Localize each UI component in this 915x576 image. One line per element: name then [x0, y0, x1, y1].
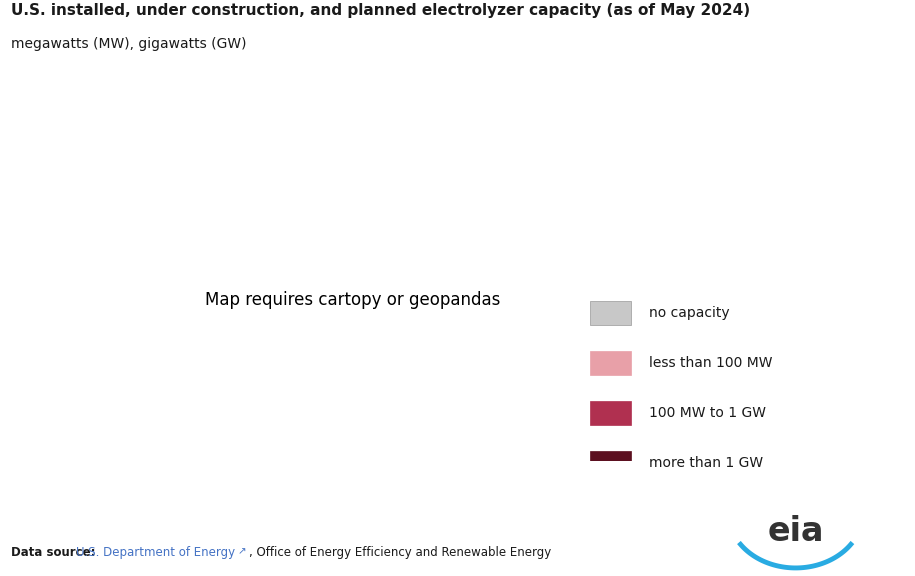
Text: ↗: ↗ [238, 546, 247, 556]
Bar [590, 351, 630, 375]
Text: Map requires cartopy or geopandas: Map requires cartopy or geopandas [205, 290, 500, 309]
Bar [590, 401, 630, 425]
Text: U.S. Department of Energy: U.S. Department of Energy [76, 546, 235, 559]
Text: U.S. installed, under construction, and planned electrolyzer capacity (as of May: U.S. installed, under construction, and … [11, 3, 750, 18]
Text: Data source:: Data source: [11, 546, 100, 559]
Bar [590, 301, 630, 325]
Text: , Office of Energy Efficiency and Renewable Energy: , Office of Energy Efficiency and Renewa… [249, 546, 551, 559]
Text: no capacity: no capacity [650, 306, 730, 320]
Text: 100 MW to 1 GW: 100 MW to 1 GW [650, 406, 766, 420]
Text: more than 1 GW: more than 1 GW [650, 456, 763, 469]
Bar [590, 450, 630, 475]
Text: less than 100 MW: less than 100 MW [650, 356, 773, 370]
Text: megawatts (MW), gigawatts (GW): megawatts (MW), gigawatts (GW) [11, 37, 246, 51]
Text: eia: eia [768, 514, 824, 548]
